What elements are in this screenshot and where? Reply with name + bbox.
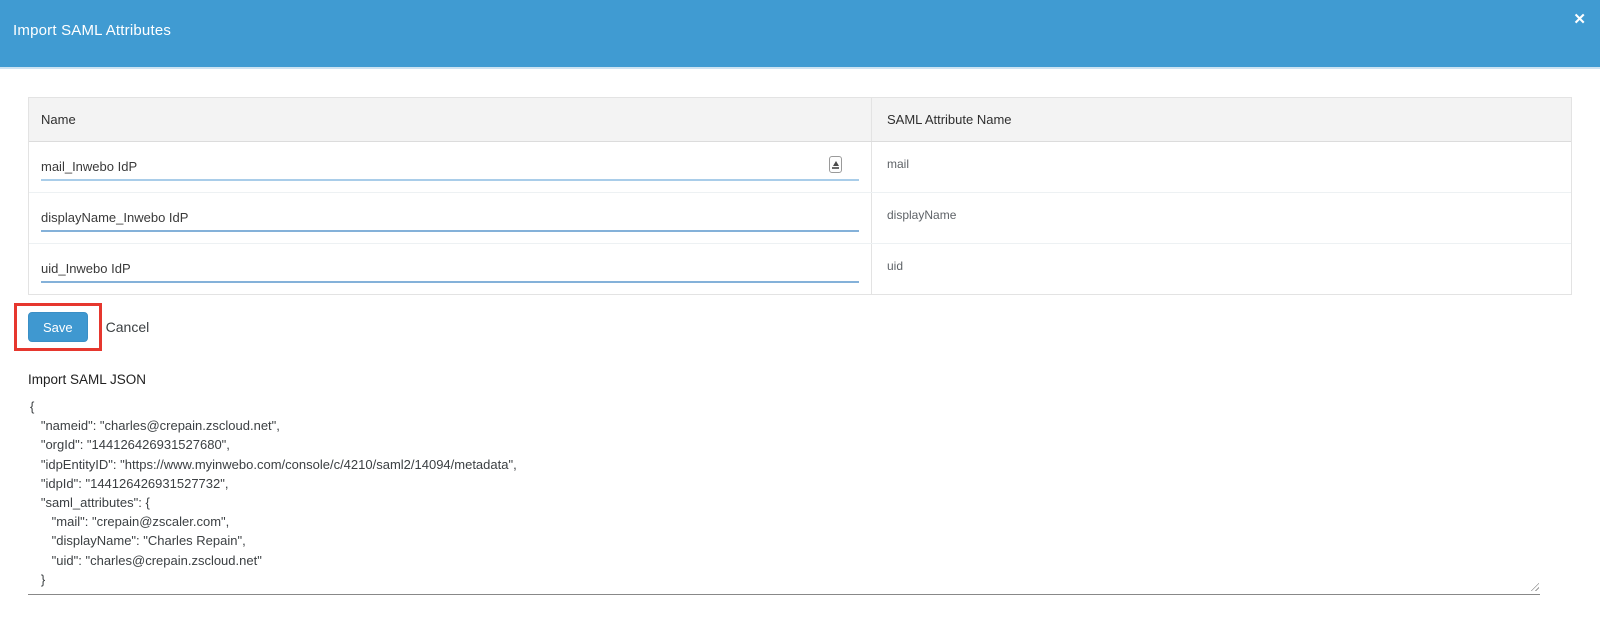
saml-attribute-cell: uid (871, 244, 1571, 294)
name-cell (29, 193, 871, 243)
saml-attributes-table: Name SAML Attribute Name mail (28, 97, 1572, 295)
annotation-highlight-box: Save (14, 303, 102, 351)
input-wrap (41, 156, 859, 181)
table-row: displayName (29, 193, 1571, 244)
close-icon[interactable]: ✕ (1573, 11, 1586, 28)
resize-grip-icon[interactable] (1529, 581, 1539, 591)
modal-title: Import SAML Attributes (13, 22, 172, 39)
saml-attribute-cell: mail (871, 142, 1571, 192)
attribute-name-input-mail[interactable] (41, 157, 859, 181)
import-saml-json-label: Import SAML JSON (28, 372, 147, 387)
column-header-saml-attribute-name: SAML Attribute Name (871, 98, 1571, 141)
arrow-up-glyph (832, 160, 839, 166)
attribute-name-input-uid[interactable] (41, 259, 859, 283)
modal-body: Name SAML Attribute Name mail (0, 97, 1600, 595)
import-saml-attributes-modal: Import SAML Attributes ✕ Name SAML Attri… (0, 0, 1600, 595)
bar-glyph (832, 166, 839, 169)
saml-attribute-value: mail (887, 157, 910, 171)
cancel-button[interactable]: Cancel (105, 319, 150, 335)
saml-attribute-cell: displayName (871, 193, 1571, 243)
modal-header: Import SAML Attributes ✕ (0, 0, 1600, 69)
name-cell (29, 142, 871, 192)
saml-attribute-value: displayName (887, 208, 957, 222)
json-textarea-container: { "nameid": "charles@crepain.zscloud.net… (28, 395, 1540, 595)
input-wrap (41, 208, 859, 232)
save-button[interactable]: Save (28, 312, 88, 342)
table-row: uid (29, 244, 1571, 294)
table-header-row: Name SAML Attribute Name (29, 98, 1571, 142)
input-field-icon (829, 156, 842, 173)
actions-row: Save Cancel (14, 303, 1572, 351)
name-cell (29, 244, 871, 294)
table-row: mail (29, 142, 1571, 193)
column-header-name: Name (41, 112, 76, 127)
saml-attribute-value: uid (887, 259, 904, 273)
attribute-name-input-displayname[interactable] (41, 208, 859, 232)
input-wrap (41, 259, 859, 283)
import-saml-json-textarea[interactable]: { "nameid": "charles@crepain.zscloud.net… (28, 395, 1540, 595)
